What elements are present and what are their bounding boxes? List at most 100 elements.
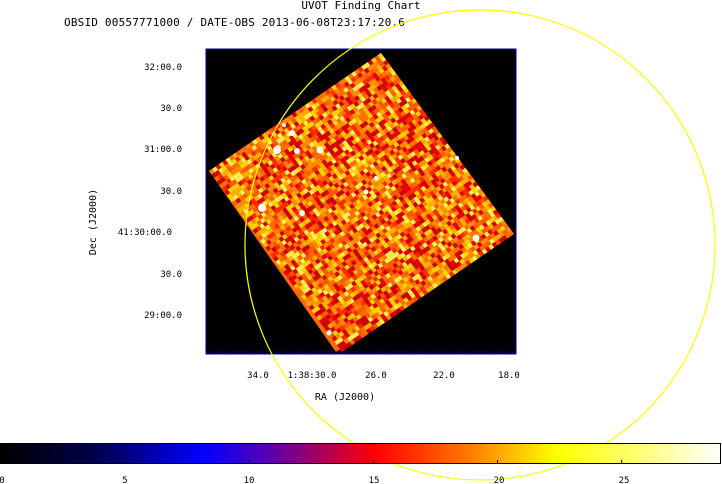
image-pixel: [297, 186, 303, 193]
image-pixel: [337, 289, 344, 296]
image-pixel: [387, 140, 394, 147]
image-pixel: [461, 220, 468, 227]
image-pixel: [394, 177, 401, 184]
image-pixel: [310, 130, 317, 137]
image-pixel: [419, 150, 426, 156]
image-pixel: [353, 169, 360, 175]
image-pixel: [329, 190, 336, 197]
image-pixel: [331, 199, 338, 206]
image-pixel: [439, 157, 446, 163]
image-pixel: [327, 113, 334, 120]
image-pixel: [381, 112, 388, 119]
image-pixel: [329, 285, 336, 291]
region-circle: [244, 9, 716, 481]
image-pixel: [313, 196, 320, 202]
image-pixel: [415, 111, 422, 117]
image-pixel: [364, 130, 371, 136]
image-pixel: [283, 222, 290, 229]
image-pixel: [380, 171, 387, 178]
image-pixel: [211, 172, 218, 178]
image-pixel: [290, 170, 296, 177]
image-pixel: [271, 246, 277, 253]
image-pixel: [405, 138, 412, 145]
image-pixel: [303, 256, 309, 262]
image-pixel: [350, 218, 356, 225]
image-pixel: [322, 289, 329, 296]
image-pixel: [408, 236, 414, 243]
image-pixel: [390, 212, 396, 218]
image-pixel: [378, 230, 385, 237]
image-pixel: [328, 311, 335, 318]
image-pixel: [405, 259, 411, 266]
image-pixel: [486, 214, 492, 220]
image-pixel: [428, 149, 435, 155]
image-pixel: [281, 239, 287, 246]
y-tick-label: 32:00.0: [144, 63, 182, 73]
image-pixel: [362, 215, 369, 221]
image-pixel: [440, 172, 447, 178]
image-pixel: [306, 138, 313, 145]
image-pixel: [364, 198, 371, 204]
image-pixel: [340, 178, 347, 184]
image-pixel: [438, 278, 445, 284]
image-pixel: [396, 301, 403, 308]
image-pixel: [434, 150, 441, 157]
x-tick-label: 26.0: [365, 371, 387, 381]
image-pixel: [274, 155, 280, 162]
image-pixel: [472, 229, 479, 235]
image-pixel: [394, 130, 401, 137]
image-pixel: [353, 216, 360, 222]
y-tick-label: 30.0: [160, 270, 182, 280]
image-pixel: [489, 211, 496, 218]
image-pixel: [321, 274, 328, 281]
image-pixel: [398, 80, 404, 87]
image-pixel: [292, 174, 299, 180]
image-pixel: [309, 278, 316, 284]
image-pixel: [364, 318, 370, 325]
image-pixel: [260, 164, 267, 171]
image-pixel: [219, 182, 226, 189]
image-pixel: [348, 135, 355, 142]
image-pixel: [312, 207, 319, 214]
image-pixel: [412, 269, 419, 276]
image-pixel: [375, 211, 381, 218]
image-pixel: [398, 190, 405, 196]
image-pixel: [410, 260, 417, 267]
image-pixel: [407, 289, 413, 296]
image-pixel: [493, 230, 499, 237]
image-pixel: [352, 174, 359, 181]
image-pixel: [330, 232, 337, 238]
image-pixel: [479, 245, 485, 251]
image-pixel: [394, 88, 400, 95]
image-pixel: [323, 310, 329, 317]
image-pixel: [478, 203, 485, 210]
image-pixel: [334, 224, 341, 230]
image-pixel: [245, 164, 252, 171]
image-pixel: [436, 248, 443, 254]
image-pixel: [374, 149, 380, 156]
image-pixel: [381, 92, 388, 98]
image-pixel: [379, 109, 386, 116]
image-pixel: [289, 223, 295, 230]
image-pixel: [297, 181, 304, 187]
image-pixel: [312, 160, 319, 167]
image-pixel: [289, 155, 295, 162]
image-pixel: [347, 309, 354, 316]
image-pixel: [417, 120, 423, 126]
image-pixel: [383, 190, 390, 196]
image-pixel: [474, 211, 481, 218]
image-pixel: [246, 185, 252, 191]
image-pixel: [301, 267, 308, 274]
image-pixel: [402, 229, 409, 236]
image-pixel: [303, 140, 309, 147]
image-pixel: [400, 199, 407, 206]
image-pixel: [333, 94, 340, 100]
image-pixel: [397, 296, 403, 302]
image-pixel: [425, 240, 432, 246]
image-pixel: [415, 131, 422, 138]
image-pixel: [357, 187, 363, 194]
image-pixel: [496, 228, 503, 234]
image-pixel: [275, 259, 282, 265]
image-pixel: [256, 199, 263, 205]
chart-title: UVOT Finding Chart: [301, 0, 421, 12]
